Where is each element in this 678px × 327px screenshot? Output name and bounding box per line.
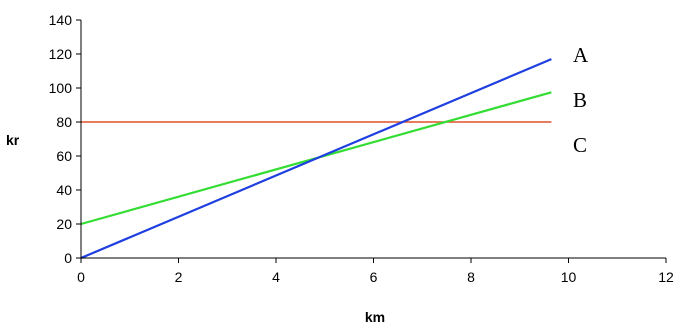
- x-tick-label: 4: [272, 269, 280, 285]
- x-tick-label: 0: [77, 269, 85, 285]
- y-tick-label: 60: [56, 148, 72, 164]
- y-tick-label: 80: [56, 114, 72, 130]
- series-labels: ABC: [573, 43, 589, 157]
- y-tick-label: 0: [64, 250, 72, 266]
- series-label-c: C: [573, 133, 587, 157]
- y-tick-label: 140: [49, 12, 73, 28]
- y-tick-label: 100: [49, 80, 73, 96]
- x-tick-label: 6: [370, 269, 378, 285]
- ticks-layer: 0 20 40 60 80 100 120 140 0 2 4 6 8 10 12: [49, 12, 674, 285]
- series-label-a: A: [573, 43, 589, 67]
- y-axis-title: kr: [6, 132, 20, 148]
- y-tick-label: 20: [56, 216, 72, 232]
- x-axis-title: km: [365, 309, 385, 325]
- series-layer: [80, 58, 552, 260]
- x-tick-label: 8: [467, 269, 475, 285]
- series-line-a: [80, 58, 552, 260]
- x-tick-label: 10: [561, 269, 577, 285]
- y-tick-label: 120: [49, 46, 73, 62]
- x-tick-label: 12: [658, 269, 674, 285]
- y-tick-label: 40: [56, 182, 72, 198]
- series-label-b: B: [573, 88, 587, 112]
- x-tick-label: 2: [175, 269, 183, 285]
